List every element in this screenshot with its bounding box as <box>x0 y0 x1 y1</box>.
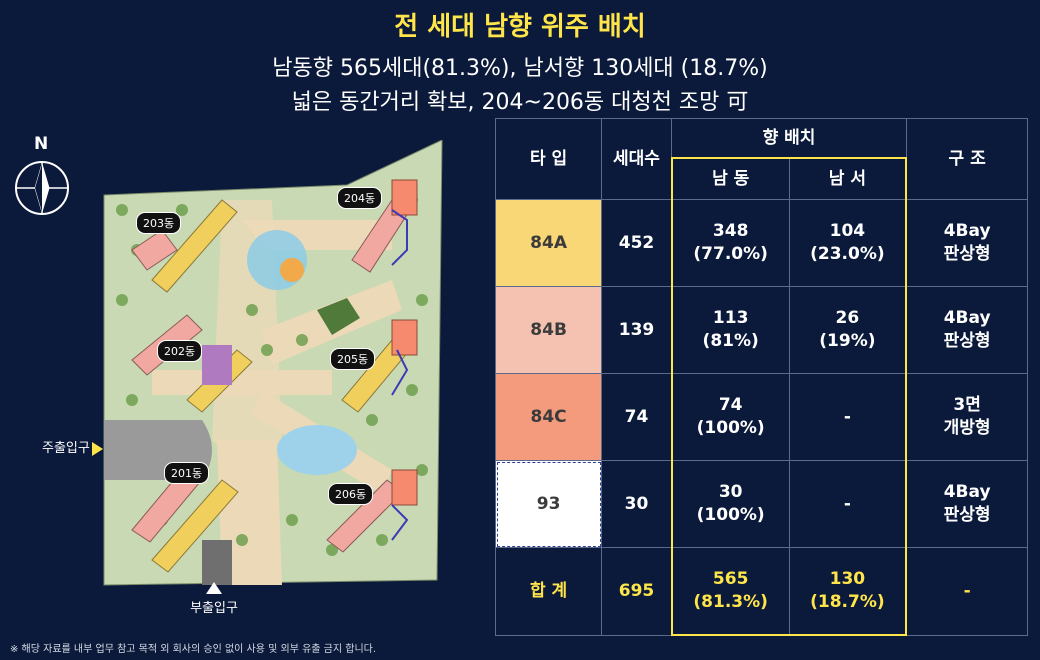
southeast-cell: 30 (100%) <box>670 460 790 548</box>
count-cell: 74 <box>601 373 673 461</box>
header-type: 타 입 <box>494 118 603 200</box>
header-southeast: 남 동 <box>670 157 790 200</box>
compass-icon <box>15 161 69 215</box>
southeast-cell: 113 (81%) <box>670 286 790 374</box>
sub-entrance-marker: 부출입구 <box>188 582 240 616</box>
building-tag-202: 202동 <box>157 340 203 362</box>
southeast-count: 30 <box>718 482 743 503</box>
southwest-cell: 26 (19%) <box>788 286 908 374</box>
total-southwest-cell: 130 (18.7%) <box>788 547 908 636</box>
unit-type-table: 타 입 세대수 향 배치 구 조 남 동 남 서 84A 452 348 (77.… <box>494 118 1029 636</box>
site-plan <box>92 140 462 595</box>
southwest-count: - <box>843 406 851 427</box>
total-count: 695 <box>601 547 673 636</box>
structure-line1: 4Bay <box>943 482 991 503</box>
north-label: N <box>34 134 49 154</box>
type-cell: 84C <box>494 373 603 461</box>
page-title: 전 세대 남향 위주 배치 <box>394 12 646 42</box>
structure-line2: 개방형 <box>943 418 991 438</box>
southeast-count: 113 <box>712 308 749 329</box>
total-southwest-pct: (18.7%) <box>810 592 885 612</box>
southwest-cell: 104 (23.0%) <box>788 199 908 287</box>
southeast-count: 74 <box>718 395 743 416</box>
structure-line1: 3면 <box>953 395 981 416</box>
southeast-cell: 74 (100%) <box>670 373 790 461</box>
type-cell: 84A <box>494 199 603 287</box>
southwest-count: - <box>843 493 851 514</box>
total-southeast-pct: (81.3%) <box>693 592 768 612</box>
southeast-pct: (100%) <box>696 505 765 525</box>
page-subtitle-view: 넓은 동간거리 확보, 204~206동 대청천 조망 可 <box>291 90 749 115</box>
total-southeast-count: 565 <box>712 569 749 590</box>
type-cell: 93 <box>494 460 603 548</box>
count-cell: 30 <box>601 460 673 548</box>
table-row: 93 30 30 (100%) - 4Bay 판상형 <box>494 460 1029 548</box>
southwest-pct: (23.0%) <box>810 244 885 264</box>
type-cell: 84B <box>494 286 603 374</box>
main-entrance-marker: 주출입구 <box>42 437 103 456</box>
table-total-row: 합 계 695 565 (81.3%) 130 (18.7%) - <box>494 547 1029 636</box>
building-tag-203: 203동 <box>136 212 182 234</box>
site-plan-drawing <box>103 140 443 586</box>
southwest-count: 26 <box>835 308 860 329</box>
southeast-count: 348 <box>712 221 749 242</box>
table-row: 84B 139 113 (81%) 26 (19%) 4Bay 판상형 <box>494 286 1029 374</box>
building-tag-206: 206동 <box>328 483 374 505</box>
southeast-pct: (81%) <box>702 331 759 351</box>
structure-cell: 4Bay 판상형 <box>905 460 1029 548</box>
structure-line2: 판상형 <box>943 331 991 351</box>
sub-entrance-label: 부출입구 <box>190 601 238 616</box>
building-tag-204: 204동 <box>337 187 383 209</box>
southwest-pct: (19%) <box>819 331 876 351</box>
header-count: 세대수 <box>601 118 673 200</box>
count-cell: 139 <box>601 286 673 374</box>
footnote: ※ 해당 자료를 내부 업무 참고 목적 외 회사의 승인 없이 사용 및 외부… <box>10 644 377 655</box>
count-cell: 452 <box>601 199 673 287</box>
total-structure: - <box>905 547 1029 636</box>
southwest-count: 104 <box>829 221 866 242</box>
structure-line1: 4Bay <box>943 221 991 242</box>
table-row: 84C 74 74 (100%) - 3면 개방형 <box>494 373 1029 461</box>
header-southwest: 남 서 <box>788 157 908 200</box>
southwest-cell: - <box>788 373 908 461</box>
total-southwest-count: 130 <box>829 569 866 590</box>
structure-cell: 4Bay 판상형 <box>905 286 1029 374</box>
southwest-cell: - <box>788 460 908 548</box>
structure-line2: 판상형 <box>943 505 991 525</box>
southeast-cell: 348 (77.0%) <box>670 199 790 287</box>
structure-line2: 판상형 <box>943 244 991 264</box>
total-southeast-cell: 565 (81.3%) <box>670 547 790 636</box>
structure-line1: 4Bay <box>943 308 991 329</box>
southeast-pct: (77.0%) <box>693 244 768 264</box>
building-tag-205: 205동 <box>330 348 376 370</box>
triangle-up-icon <box>206 582 222 594</box>
structure-cell: 3면 개방형 <box>905 373 1029 461</box>
southeast-pct: (100%) <box>696 418 765 438</box>
total-label: 합 계 <box>494 547 603 636</box>
header-orientation: 향 배치 <box>671 118 907 159</box>
triangle-right-icon <box>91 441 103 456</box>
table-row: 84A 452 348 (77.0%) 104 (23.0%) 4Bay 판상형 <box>494 199 1029 287</box>
page-subtitle-orientation: 남동향 565세대(81.3%), 남서향 130세대 (18.7%) <box>272 56 768 81</box>
north-compass: N <box>12 134 72 220</box>
header-structure: 구 조 <box>905 118 1029 200</box>
building-tag-201: 201동 <box>164 462 210 484</box>
structure-cell: 4Bay 판상형 <box>905 199 1029 287</box>
main-entrance-label: 주출입구 <box>42 441 90 456</box>
